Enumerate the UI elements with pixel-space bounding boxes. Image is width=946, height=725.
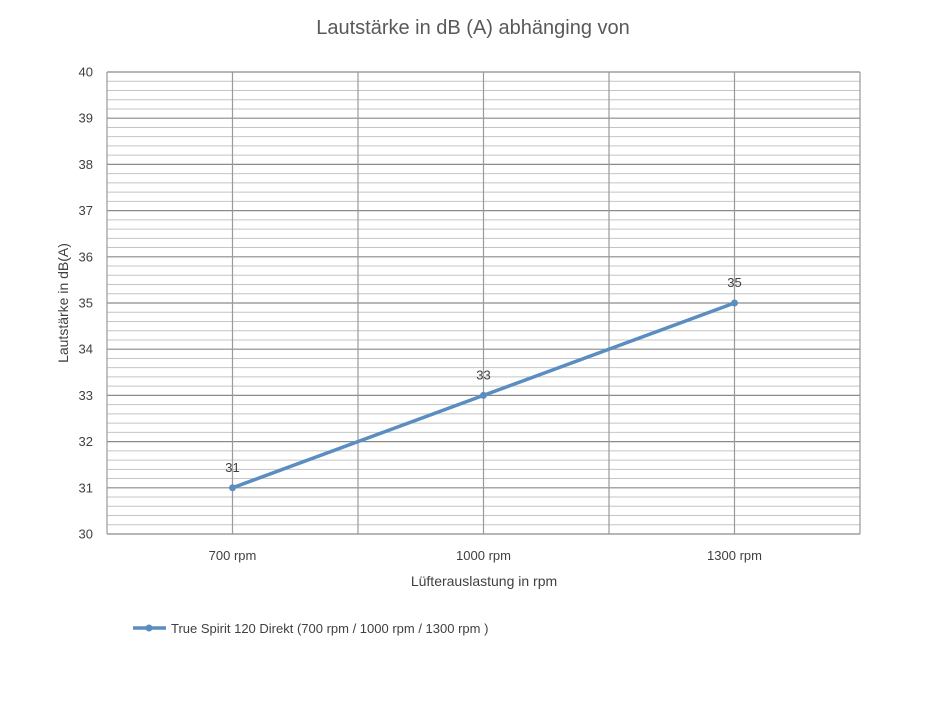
x-tick-label: 1300 rpm [707,548,762,563]
plot-grid [106,71,861,535]
y-tick-label: 32 [79,434,93,449]
y-tick-label: 34 [79,342,93,357]
y-axis-ticks: 30 31 32 33 34 35 36 37 38 39 40 [79,65,93,542]
legend: True Spirit 120 Direkt (700 rpm / 1000 r… [133,621,488,636]
data-label: 31 [225,460,239,475]
data-point [731,299,738,307]
data-label: 35 [727,275,741,290]
y-tick-label: 39 [79,111,93,126]
x-axis-title: Lüfterauslastung in rpm [411,573,557,589]
y-tick-label: 31 [79,480,93,495]
chart-title: Lautstärke in dB (A) abhänging von [316,17,630,39]
series-layer: 31 33 35 [225,275,742,492]
y-tick-label: 37 [79,203,93,218]
x-axis-ticks: 700 rpm 1000 rpm 1300 rpm [209,548,762,563]
data-point [229,484,236,492]
data-label: 33 [476,367,490,382]
y-tick-label: 38 [79,157,93,172]
x-tick-label: 700 rpm [209,548,257,563]
data-point [480,391,487,399]
x-tick-label: 1000 rpm [456,548,511,563]
y-tick-label: 40 [79,65,93,80]
y-tick-label: 33 [79,388,93,403]
legend-marker-swatch [145,624,153,632]
y-axis-title: Lautstärke in dB(A) [55,243,71,363]
y-tick-label: 30 [79,527,93,542]
legend-entry-label: True Spirit 120 Direkt (700 rpm / 1000 r… [171,621,488,636]
y-tick-label: 36 [79,249,93,264]
y-tick-label: 35 [79,296,93,311]
